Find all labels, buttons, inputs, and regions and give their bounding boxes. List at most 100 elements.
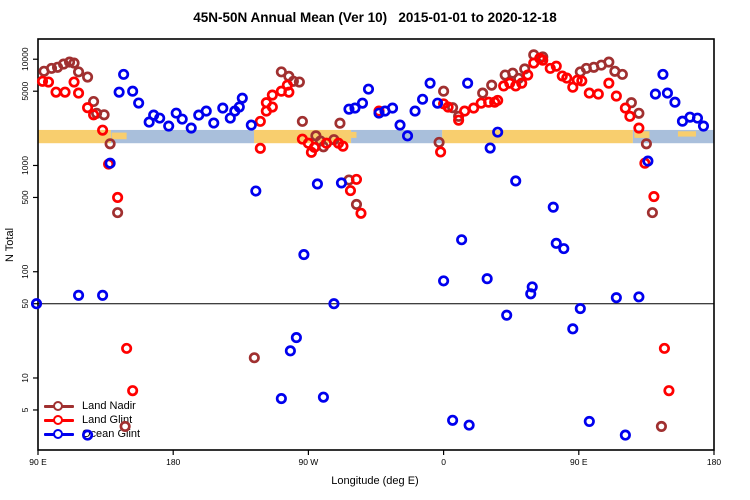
data-point: [127, 85, 139, 97]
data-point: [492, 126, 504, 138]
y-tick-label: 5: [20, 407, 30, 412]
data-point: [610, 292, 622, 304]
legend-label: Land Nadir: [82, 400, 136, 412]
data-point: [113, 86, 125, 98]
data-point: [112, 191, 124, 204]
data-point: [328, 298, 340, 310]
land-band-fragment: [677, 131, 696, 137]
data-point: [104, 138, 116, 150]
y-tick-label: 100: [20, 264, 30, 278]
data-point: [36, 75, 49, 87]
data-point: [343, 103, 355, 115]
data-point: [633, 291, 645, 303]
data-point: [290, 332, 302, 344]
data-point: [317, 391, 329, 403]
data-point: [112, 207, 124, 219]
data-point: [254, 115, 266, 127]
data-point: [625, 97, 637, 109]
data-point: [459, 105, 471, 117]
data-point: [298, 249, 310, 261]
data-point: [633, 122, 645, 134]
data-point: [640, 138, 652, 150]
data-point: [59, 86, 71, 98]
y-tick-label: 10000: [20, 47, 30, 71]
data-point: [73, 87, 85, 99]
data-point: [658, 342, 670, 354]
data-point: [486, 79, 498, 91]
data-point: [344, 185, 357, 197]
data-point: [453, 114, 465, 126]
data-point: [350, 173, 363, 185]
data-point: [82, 429, 94, 441]
data-point: [463, 419, 475, 431]
data-point: [438, 275, 450, 287]
data-point: [550, 237, 562, 249]
y-tick-label: 10: [20, 373, 30, 383]
x-tick-label: 90 E: [570, 457, 588, 467]
data-point: [88, 95, 100, 108]
land-band-segment: [38, 129, 112, 144]
data-point: [417, 93, 429, 105]
data-point: [82, 71, 94, 83]
data-point: [669, 96, 681, 108]
x-tick-label: 90 W: [298, 457, 318, 467]
data-point: [254, 142, 266, 154]
data-point: [245, 119, 257, 131]
data-point: [432, 97, 444, 109]
chart-title: 45N-50N Annual Mean (Ver 10) 2015-01-01 …: [193, 10, 557, 25]
data-point: [68, 57, 80, 69]
data-point: [275, 66, 287, 78]
data-point: [544, 62, 556, 74]
data-point: [547, 201, 559, 213]
y-tick-label: 1000: [20, 156, 30, 175]
data-point: [362, 83, 375, 95]
data-point: [283, 86, 295, 98]
legend-label: Land Glint: [82, 414, 133, 426]
data-point: [442, 101, 454, 113]
data-point: [42, 76, 55, 88]
data-point: [567, 323, 579, 335]
data-point: [603, 77, 615, 89]
data-point: [433, 136, 445, 148]
data-point: [526, 281, 538, 293]
data-point: [296, 115, 308, 127]
data-point: [663, 385, 675, 397]
data-point: [522, 69, 534, 81]
data-point: [655, 420, 667, 432]
data-point: [45, 62, 58, 74]
data-point: [97, 124, 109, 136]
data-point: [550, 60, 562, 72]
data-point: [516, 77, 528, 89]
data-point: [250, 185, 262, 197]
data-point: [311, 178, 323, 190]
data-point: [697, 120, 710, 132]
land-band-fragment: [634, 131, 650, 138]
data-point: [456, 234, 468, 246]
data-point: [610, 90, 622, 102]
data-point: [574, 303, 586, 315]
x-tick-label: 0: [441, 457, 446, 467]
legend-item-land-nadir: Land Nadir: [44, 399, 140, 413]
x-tick-label: 180: [707, 457, 721, 467]
data-point: [657, 68, 669, 80]
data-point: [642, 155, 654, 167]
data-point: [73, 66, 85, 78]
data-point: [462, 77, 474, 89]
data-point: [507, 67, 519, 79]
data-point: [649, 88, 661, 100]
ocean-band-segment: [351, 129, 443, 144]
data-point: [200, 105, 212, 117]
data-point: [355, 207, 367, 219]
data-point: [68, 76, 80, 88]
data-point: [284, 345, 296, 357]
data-point: [88, 109, 100, 121]
data-point: [275, 393, 287, 405]
data-point: [603, 56, 615, 68]
data-point: [98, 109, 110, 121]
data-point: [447, 102, 459, 114]
data-point: [537, 54, 549, 66]
data-point: [236, 92, 248, 104]
data-point: [50, 86, 62, 98]
